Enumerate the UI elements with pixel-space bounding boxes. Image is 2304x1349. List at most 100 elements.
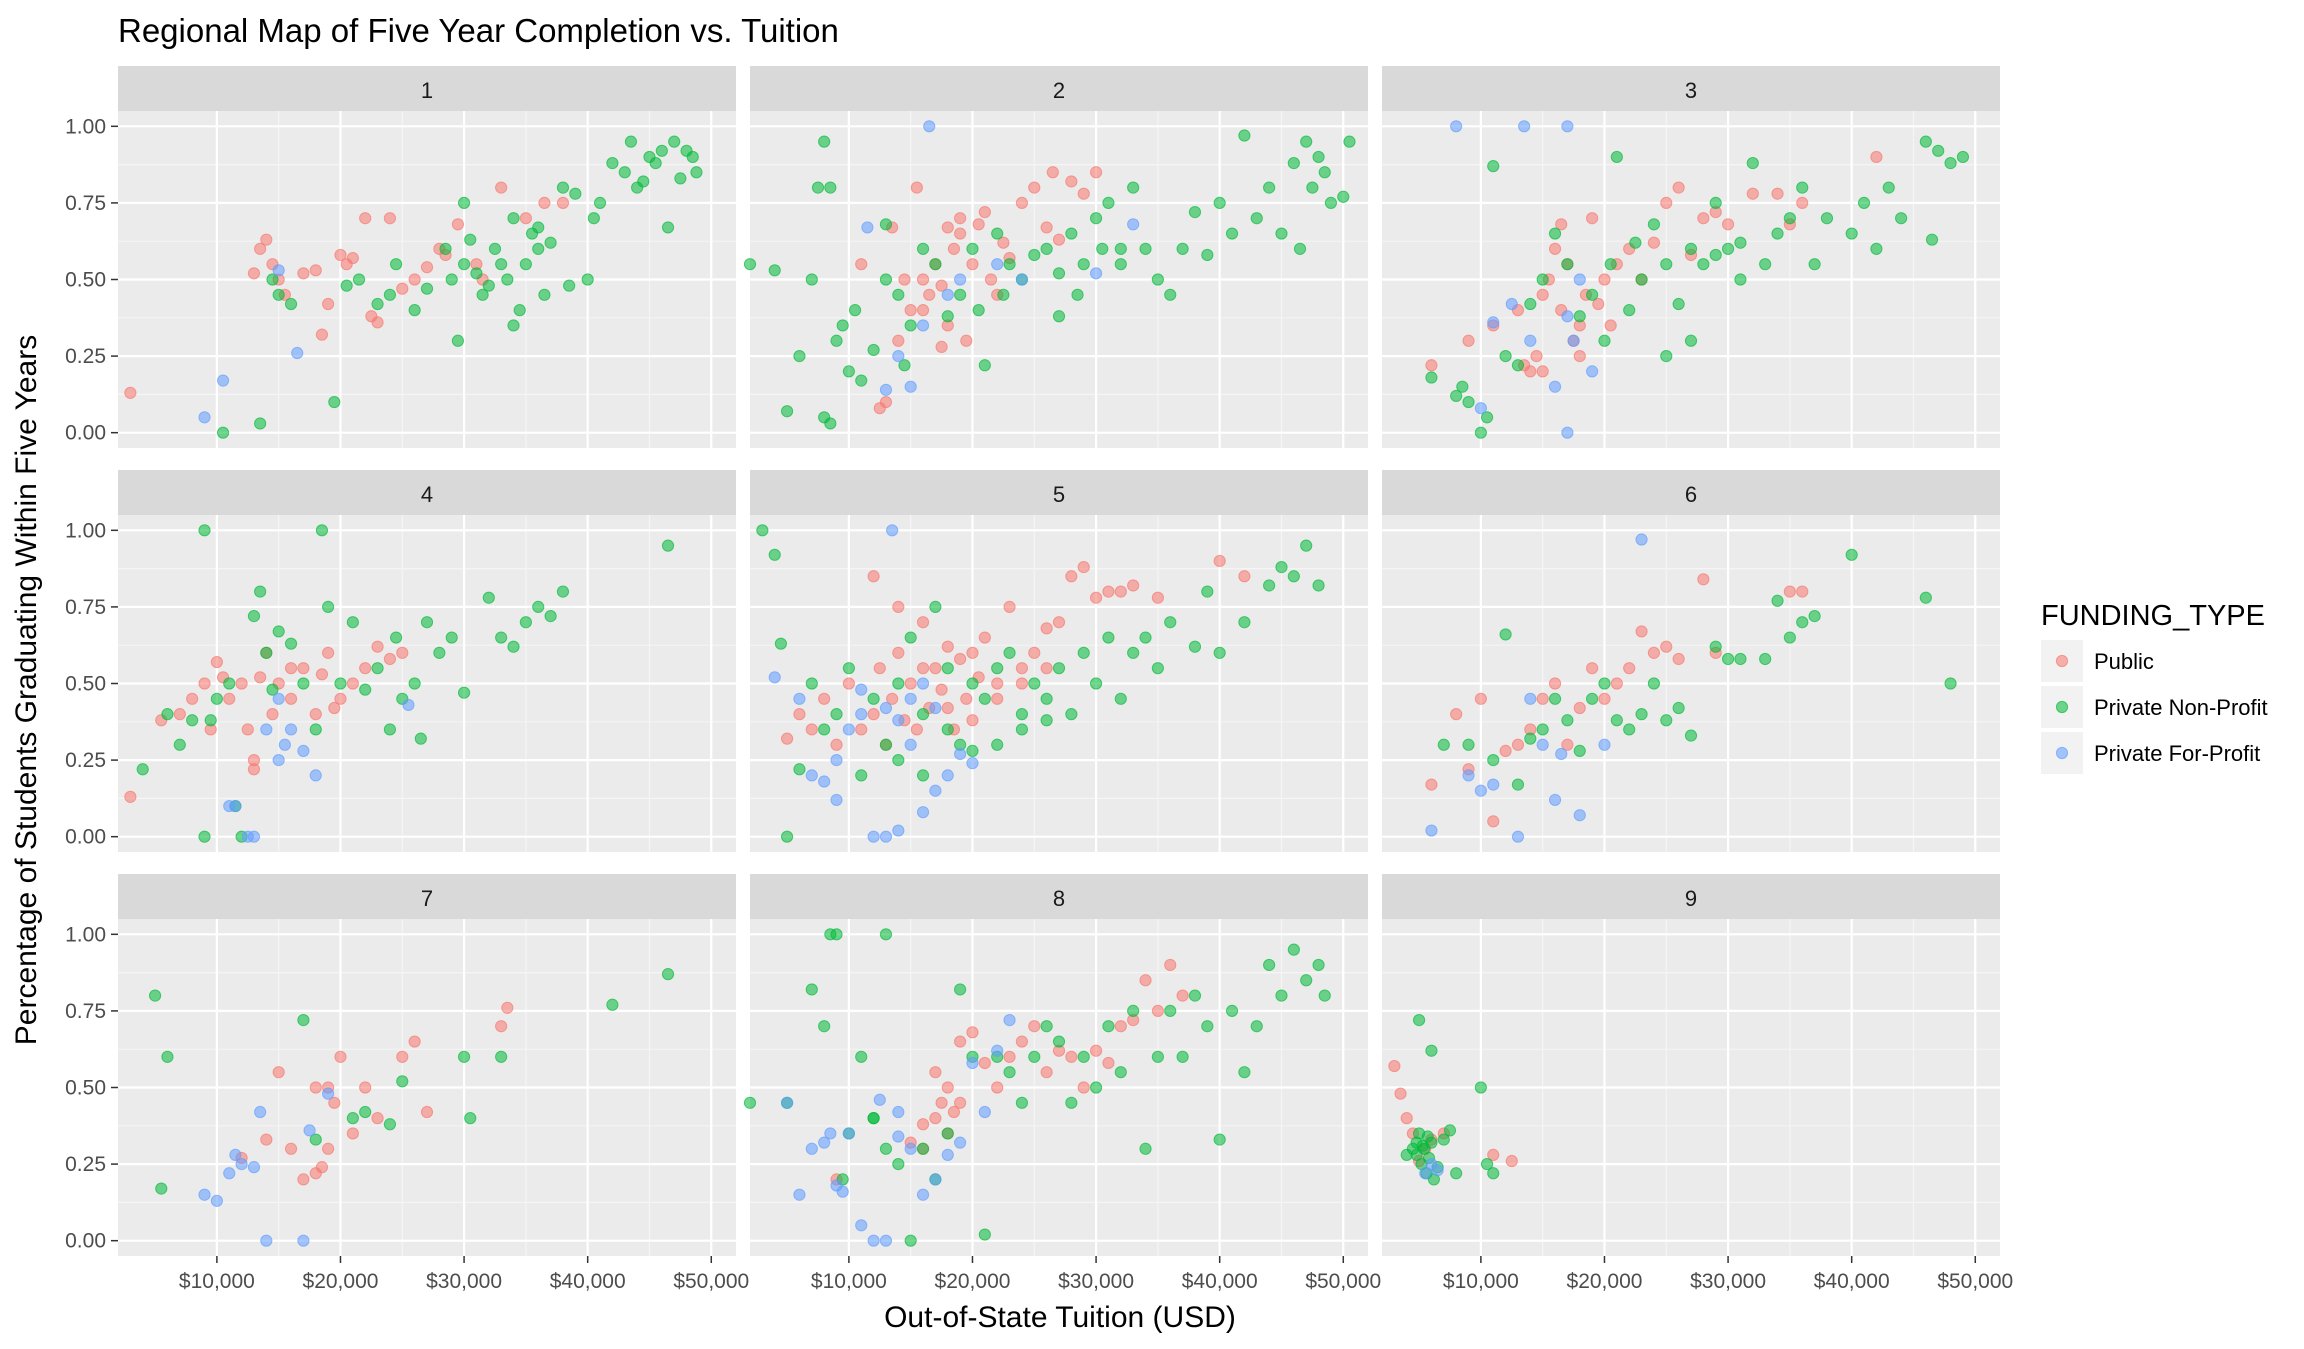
x-tick-label: $20,000 (1567, 1270, 1643, 1293)
data-point (383, 652, 397, 666)
data-point (984, 273, 998, 286)
data-point (848, 304, 862, 317)
data-point (1015, 708, 1029, 721)
data-point (935, 279, 948, 292)
data-point (892, 334, 905, 347)
data-point (1151, 1004, 1164, 1018)
data-point (1275, 227, 1288, 240)
data-point (1505, 1154, 1518, 1168)
facet-strip-label: 8 (1053, 886, 1065, 911)
facet-panel-2: 2 (743, 66, 1368, 448)
data-point (223, 1167, 236, 1180)
data-point (1003, 1066, 1016, 1079)
y-tick-label: 0.75 (65, 596, 106, 619)
data-point (1127, 181, 1140, 194)
facet-strip-label: 7 (421, 886, 433, 911)
data-point (661, 968, 675, 981)
data-point (284, 297, 298, 311)
data-point (1164, 958, 1177, 972)
data-point (1647, 646, 1661, 659)
data-point (929, 662, 942, 675)
y-tick-label: 0.50 (65, 1077, 106, 1100)
data-point (1586, 692, 1599, 705)
data-point (1151, 662, 1164, 675)
data-point (805, 769, 818, 782)
data-point (1623, 304, 1636, 317)
data-point (495, 1020, 508, 1033)
data-point (836, 319, 849, 332)
data-point (824, 1127, 837, 1140)
data-point (124, 386, 137, 399)
legend-title: FUNDING_TYPE (2041, 600, 2265, 632)
facet-panel-7: 7 0.00 0.25 0.50 0.75 1.00 $10,000 $20,000 $30,0… (65, 874, 749, 1293)
data-point (383, 288, 397, 301)
data-point (1505, 297, 1518, 311)
data-point (842, 723, 855, 736)
data-point (1684, 729, 1698, 742)
data-point (793, 349, 806, 363)
data-point (247, 267, 261, 280)
data-point (1015, 273, 1029, 286)
data-point (879, 928, 893, 941)
data-point (830, 334, 843, 347)
data-point (811, 181, 825, 194)
data-point (935, 1096, 948, 1109)
data-point (198, 1188, 211, 1201)
data-point (556, 196, 570, 210)
data-point (482, 279, 495, 292)
data-point (661, 221, 675, 234)
data-point (198, 677, 211, 690)
data-point (328, 701, 341, 715)
data-point (408, 304, 421, 317)
y-tick-label: 0.50 (65, 269, 106, 292)
data-point (916, 273, 930, 286)
data-point (1721, 652, 1735, 666)
data-point (451, 218, 464, 231)
data-point (254, 671, 267, 684)
data-point (830, 753, 843, 767)
data-point (1474, 784, 1487, 797)
data-point (204, 714, 217, 727)
data-point (941, 1081, 954, 1094)
data-point (309, 264, 322, 277)
data-point (315, 668, 329, 681)
x-tick-label: $50,000 (1937, 1270, 2013, 1293)
data-point (1487, 1167, 1500, 1180)
data-point (272, 264, 285, 277)
data-point (1114, 242, 1127, 255)
data-point (1114, 1020, 1127, 1033)
data-point (966, 1026, 979, 1039)
data-point (260, 233, 273, 246)
data-point (408, 273, 421, 286)
data-point (867, 708, 880, 721)
data-point (1573, 701, 1586, 715)
data-point (1015, 662, 1029, 675)
data-point (904, 677, 917, 690)
data-point (1040, 221, 1053, 234)
data-point (892, 1105, 905, 1119)
data-point (346, 1127, 359, 1140)
y-tick-label: 0.75 (65, 192, 106, 215)
data-point (1287, 156, 1300, 170)
data-point (297, 1173, 310, 1186)
data-point (941, 723, 954, 736)
data-point (1518, 120, 1531, 133)
data-point (879, 701, 893, 715)
data-point (1771, 227, 1784, 240)
data-point (1845, 227, 1858, 240)
data-point (1919, 591, 1932, 604)
data-point (1783, 631, 1796, 644)
data-point (1796, 196, 1809, 210)
data-point (1028, 248, 1041, 262)
data-point (768, 264, 781, 277)
data-point (954, 652, 967, 666)
data-point (470, 267, 483, 280)
data-point (1421, 1130, 1434, 1143)
data-point (1536, 723, 1549, 736)
data-point (978, 692, 991, 705)
data-point (161, 708, 174, 721)
data-point (879, 395, 893, 409)
data-point (408, 1035, 421, 1048)
data-point (284, 692, 298, 705)
data-point (978, 1228, 991, 1241)
